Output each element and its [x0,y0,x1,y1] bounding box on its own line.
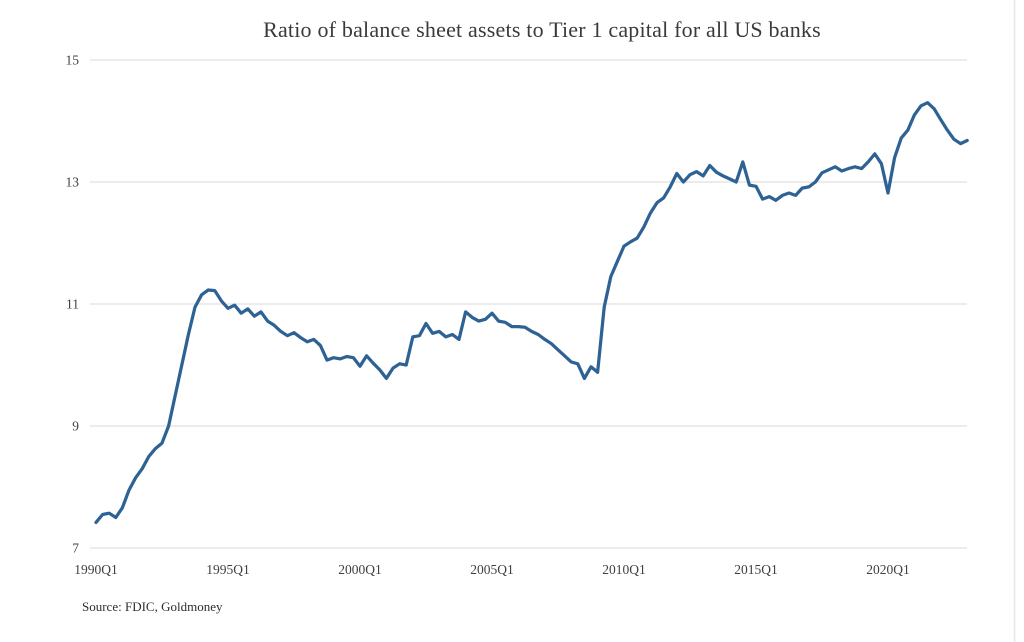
x-axis-tick-label: 2005Q1 [470,562,514,577]
y-axis-tick-label: 9 [72,419,79,434]
y-axis-tick-label: 15 [66,53,80,68]
chart-title: Ratio of balance sheet assets to Tier 1 … [263,17,821,42]
y-axis-tick-label: 13 [66,175,80,190]
x-axis-tick-label: 2015Q1 [734,562,778,577]
x-axis-tick-label: 2010Q1 [602,562,646,577]
x-axis-tick-label: 2000Q1 [338,562,382,577]
x-axis-tick-label: 1995Q1 [206,562,250,577]
x-axis-tick-label: 2020Q1 [866,562,910,577]
source-note: Source: FDIC, Goldmoney [82,599,223,614]
y-axis-tick-label: 7 [72,541,79,556]
data-line [94,101,969,525]
y-axis-tick-label: 11 [66,297,79,312]
x-axis-tick-label: 1990Q1 [74,562,118,577]
